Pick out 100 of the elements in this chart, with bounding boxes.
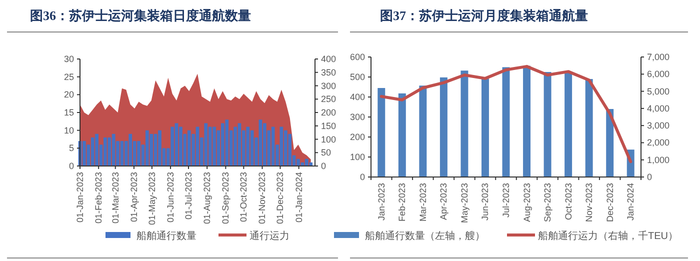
bar	[523, 66, 531, 177]
legend-label: 船舶通行运力（右轴，千TEU）	[538, 230, 678, 242]
x-tick-label: 01-Feb-2023	[94, 172, 104, 224]
y2-tick-label: 5,000	[647, 86, 670, 96]
bar	[108, 137, 112, 166]
x-tick-label: Apr-2023	[438, 183, 449, 220]
y-tick-label: 300	[350, 112, 365, 122]
x-tick-label: Nov-2023	[584, 183, 594, 222]
bar	[564, 72, 572, 177]
x-tick-label: Sep-2023	[542, 183, 553, 222]
bar	[179, 126, 182, 166]
bar	[150, 134, 154, 166]
x-tick-label: 01-Jan-2024	[294, 172, 304, 223]
bar	[398, 93, 406, 177]
y2-tick-label: 350	[321, 67, 336, 78]
y-tick-label: 10	[64, 125, 74, 136]
bar	[204, 123, 208, 166]
x-tick-label: Oct-2023	[563, 183, 574, 220]
y-tick-label: 5	[68, 143, 74, 154]
bar	[262, 123, 266, 166]
y2-tick-label: 7,000	[647, 52, 670, 62]
x-tick-label: Jan-2023	[376, 183, 386, 221]
y2-tick-label: 0	[321, 161, 326, 171]
bar	[544, 72, 552, 177]
bar	[296, 158, 300, 166]
x-tick-label: 01-Apr-2023	[128, 172, 139, 222]
bar	[440, 77, 448, 177]
x-tick-label: Aug-2023	[522, 183, 532, 222]
y-tick-label: 15	[64, 108, 74, 118]
y-tick-label: 200	[350, 132, 365, 142]
bar	[208, 126, 212, 166]
y-tick-label: 500	[350, 72, 365, 82]
bar	[304, 158, 308, 166]
legend-label: 通行运力	[250, 230, 290, 242]
x-tick-label: 01-Nov-2023	[257, 172, 268, 224]
x-tick-label: Jan-2024	[626, 183, 636, 221]
bar	[460, 70, 468, 177]
x-tick-label: Mar-2023	[418, 183, 428, 222]
x-tick-label: Dec-2023	[604, 183, 615, 222]
x-tick-label: 01-Mar-2023	[110, 172, 120, 224]
y2-tick-label: 200	[321, 108, 336, 118]
bar	[95, 134, 98, 166]
bar	[288, 134, 292, 166]
y-tick-label: 400	[350, 92, 365, 102]
chart-title: 图36：苏伊士运河集装箱日度通航数量	[30, 8, 251, 23]
y-tick-label: 0	[68, 161, 74, 171]
x-tick-label: Feb-2023	[397, 183, 408, 222]
x-tick-label: 01-Dec-2023	[275, 172, 286, 224]
bar	[419, 86, 427, 177]
x-tick-label: 01-Aug-2023	[202, 172, 212, 224]
y-tick-label: 25	[64, 72, 74, 82]
bar	[90, 137, 94, 166]
y2-tick-label: 300	[321, 80, 336, 91]
y2-tick-label: 2,000	[647, 138, 670, 148]
bar	[170, 126, 174, 166]
x-tick-label: 01-Jan-2023	[75, 172, 85, 223]
y2-tick-label: 3,000	[647, 120, 670, 131]
y-tick-label: 600	[350, 52, 365, 62]
y2-tick-label: 250	[321, 94, 336, 104]
bar	[82, 141, 86, 166]
line-series	[380, 64, 632, 164]
x-tick-label: 01-Jun-2023	[166, 172, 176, 223]
x-tick-label: 01-May-2023	[146, 172, 157, 226]
legend-label: 船舶通行数量	[136, 230, 196, 242]
bar	[212, 126, 216, 166]
bar	[137, 141, 140, 166]
y2-tick-label: 1,000	[647, 154, 670, 165]
bar	[502, 67, 510, 177]
x-tick-label: Jun-2023	[480, 183, 490, 221]
bar	[378, 88, 386, 177]
y2-tick-label: 150	[321, 120, 336, 131]
y-tick-label: 30	[64, 54, 74, 64]
y2-tick-label: 400	[321, 54, 336, 64]
y2-tick-label: 4,000	[647, 103, 670, 114]
bar	[225, 120, 229, 166]
bar	[606, 109, 614, 177]
y2-tick-label: 6,000	[647, 69, 670, 80]
y2-tick-label: 50	[321, 148, 332, 158]
x-tick-label: 01-Jul-2023	[184, 172, 194, 220]
legend-label: 船舶通行数量（左轴，艘）	[365, 230, 485, 242]
bar	[585, 79, 593, 177]
bar	[221, 123, 224, 166]
bar	[158, 130, 162, 166]
x-tick-label: 01-Sep-2023	[220, 172, 231, 224]
chart-title: 图37：苏伊士运河月度集装箱通航量	[380, 8, 588, 23]
bar	[234, 126, 237, 166]
x-tick-label: 01-Oct-2023	[238, 172, 249, 222]
bar	[246, 126, 250, 166]
y-tick-label: 100	[350, 152, 365, 162]
bar	[284, 130, 288, 166]
bar	[187, 130, 191, 166]
y-tick-label: 0	[360, 172, 365, 182]
y2-tick-label: 100	[321, 134, 336, 144]
bar	[112, 134, 116, 166]
bar	[481, 78, 489, 177]
bar	[145, 130, 149, 166]
y2-tick-label: 0	[647, 172, 652, 182]
bar	[128, 134, 132, 166]
y-tick-label: 20	[64, 90, 74, 100]
x-tick-label: May-2023	[459, 183, 470, 224]
